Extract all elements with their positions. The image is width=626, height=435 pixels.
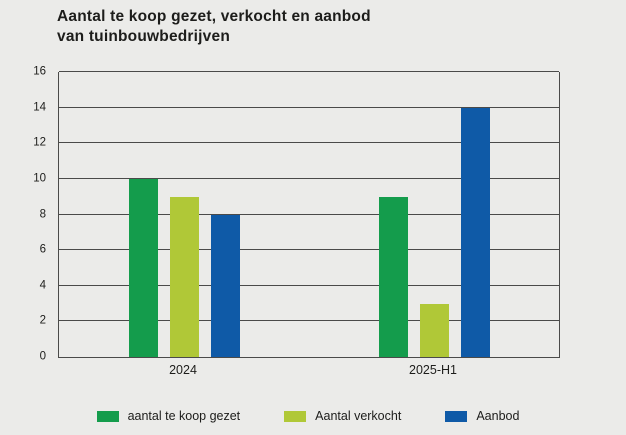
y-tick-label-14: 14 xyxy=(33,100,46,113)
y-axis: 0 2 4 6 8 10 12 14 16 xyxy=(22,66,52,362)
y-tick-label-0: 0 xyxy=(39,350,46,363)
legend-label: Aantal verkocht xyxy=(315,409,402,423)
bar-aantal-verkocht-2024 xyxy=(169,196,199,357)
y-tick-label-10: 10 xyxy=(33,172,46,185)
bar-groups xyxy=(59,72,559,357)
plot-area xyxy=(58,71,560,358)
gridline-12 xyxy=(59,142,559,144)
gridline-10 xyxy=(59,177,559,179)
gridline-16 xyxy=(59,71,559,72)
y-tick-label-6: 6 xyxy=(39,243,46,256)
legend-swatch-icon xyxy=(96,410,119,422)
legend: aantal te koop gezet Aantal verkocht Aanbo… xyxy=(58,409,558,423)
x-axis-labels: 2024 2025-H1 xyxy=(58,363,558,377)
bar-aantal-te-koop-gezet-2025-H1 xyxy=(378,196,408,357)
legend-swatch-icon xyxy=(284,410,307,422)
legend-label: aantal te koop gezet xyxy=(127,409,241,423)
bar-aantal-verkocht-2025-H1 xyxy=(419,303,449,357)
gridline-6 xyxy=(59,249,559,251)
gridline-2 xyxy=(59,320,559,322)
gridline-8 xyxy=(59,213,559,215)
gridline-14 xyxy=(59,106,559,108)
legend-swatch-icon xyxy=(445,410,468,422)
legend-item-aanbod: Aanbod xyxy=(445,409,519,423)
y-tick-label-12: 12 xyxy=(33,136,46,149)
bar-aanbod-2025-H1 xyxy=(460,107,490,357)
legend-item-aantal-verkocht: Aantal verkocht xyxy=(284,409,401,423)
bar-aantal-te-koop-gezet-2024 xyxy=(128,178,158,357)
y-tick-label-4: 4 xyxy=(39,279,46,291)
x-tick-label-2024: 2024 xyxy=(169,363,197,377)
chart-title-line-2: van tuinbouwbedrijven xyxy=(57,28,230,46)
chart-title: Aantal te koop gezet, verkocht en aanbod… xyxy=(57,7,577,48)
legend-item-aantal-te-koop-gezet: aantal te koop gezet xyxy=(96,409,241,423)
bar-group-2024 xyxy=(59,72,309,357)
gridline-4 xyxy=(59,284,559,286)
y-tick-label-16: 16 xyxy=(33,65,46,78)
bar-aanbod-2024 xyxy=(210,214,240,357)
bar-group-2025-H1 xyxy=(309,72,559,357)
y-tick-label-8: 8 xyxy=(39,207,46,220)
x-tick-label-2025-H1: 2025-H1 xyxy=(409,363,457,377)
chart-title-line-1: Aantal te koop gezet, verkocht en aanbod xyxy=(57,8,371,25)
y-tick-label-2: 2 xyxy=(39,314,46,327)
legend-label: Aanbod xyxy=(476,409,520,423)
